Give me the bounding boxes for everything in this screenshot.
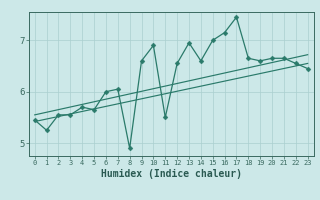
- X-axis label: Humidex (Indice chaleur): Humidex (Indice chaleur): [101, 169, 242, 179]
